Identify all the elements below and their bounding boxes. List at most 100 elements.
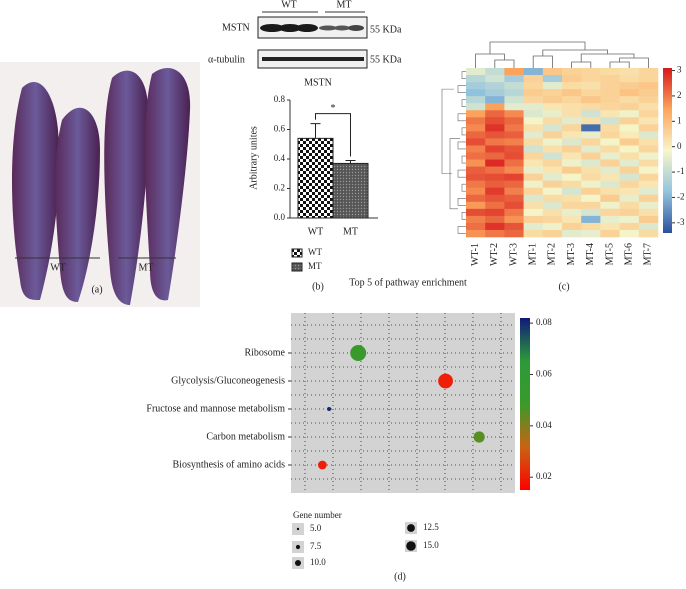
heatmap-cell (581, 138, 601, 146)
heatmap-cell (504, 152, 524, 160)
heatmap-cell (466, 82, 486, 90)
heatmap-cell (581, 152, 601, 160)
y-tick-label: Glycolysis/Gluconeogenesis (171, 375, 285, 386)
heatmap-cell (485, 201, 505, 210)
heatmap-cell (485, 96, 505, 104)
heatmap-cell (485, 173, 505, 181)
heatmap-cell (562, 124, 582, 132)
heatmap-cell (581, 68, 601, 76)
heatmap-cell (485, 215, 505, 224)
heatmap-cell (600, 222, 620, 231)
heatmap-cell (581, 194, 601, 203)
heatmap-cell (523, 215, 544, 224)
dendrogram-branch (461, 183, 466, 192)
heatmap-cell (466, 75, 486, 83)
size-legend-label: 12.5 (423, 522, 439, 532)
dendrogram-branch (457, 85, 466, 93)
heatmap-cell (562, 110, 582, 118)
heatmap-cell (638, 194, 659, 203)
heatmap-cell (638, 96, 659, 104)
heatmap-cell (619, 180, 640, 189)
heatmap-cell (485, 222, 505, 231)
heatmap-cell (600, 194, 620, 203)
bar (297, 137, 334, 219)
heatmap-cell (638, 68, 659, 76)
heatmap-cell (638, 201, 659, 210)
plot-area (291, 313, 515, 493)
heatmap-cell (485, 138, 505, 146)
heatmap-cell (600, 173, 620, 181)
heatmap-cell (466, 103, 486, 111)
heatmap-cell (542, 180, 563, 189)
heatmap-cell (581, 96, 601, 104)
heatmap-cell (619, 194, 640, 203)
heatmap-cell (619, 131, 640, 139)
heatmap-cell (485, 117, 505, 125)
heatmap-cell (523, 117, 544, 125)
heatmap-cell (638, 110, 659, 118)
heatmap-cell (523, 75, 544, 83)
heatmap-cell (504, 166, 524, 174)
heatmap-cell (562, 187, 582, 196)
bubble (438, 373, 453, 389)
heatmap-cell (581, 187, 601, 196)
colorbar (520, 318, 530, 490)
heatmap-cell (542, 96, 563, 104)
heatmap-cell (523, 222, 544, 231)
heatmap-cell (542, 166, 563, 174)
heatmap-cell (600, 68, 620, 76)
heatmap-cell (466, 208, 486, 217)
heatmap-cell (504, 117, 524, 125)
heatmap-cell (600, 124, 620, 132)
heatmap-cell (638, 229, 659, 238)
heatmap-cell (504, 82, 524, 90)
heatmap-cell (523, 145, 544, 153)
heatmap-cell (523, 152, 544, 160)
heatmap-cell (562, 75, 582, 83)
heatmap-cell (619, 138, 640, 146)
heatmap-cell (485, 208, 505, 217)
colorbar-tick-label: 0.02 (536, 471, 552, 481)
heatmap-cell (542, 215, 563, 224)
heatmap-cell (542, 124, 563, 132)
legend-label: MT (308, 261, 322, 271)
heatmap-cell (485, 131, 505, 139)
heatmap-cell (581, 215, 601, 224)
heatmap-cell (523, 173, 544, 181)
heatmap-cell (600, 138, 620, 146)
size-legend-dot (407, 524, 415, 532)
heatmap-cell (619, 103, 640, 111)
heatmap-cell (581, 159, 601, 167)
heatmap-cell (466, 68, 486, 76)
heatmap-cell (504, 173, 524, 181)
dendrogram-branch (457, 113, 466, 122)
heatmap-cell (485, 229, 505, 238)
heatmap-cell (562, 82, 582, 90)
heatmap-cell (600, 89, 620, 97)
heatmap-cell (542, 173, 563, 181)
heatmap-cell (600, 166, 620, 174)
chart-title: MSTN (304, 77, 332, 88)
heatmap-cell (562, 222, 582, 231)
heatmap-cell (600, 96, 620, 104)
heatmap-cell (504, 201, 524, 210)
size-legend-dot (295, 544, 301, 550)
heatmap-cell (600, 229, 620, 238)
heatmap-cell (581, 89, 601, 97)
heatmap-cell (638, 124, 659, 132)
heatmap-cell (485, 103, 505, 111)
heatmap-cell (542, 152, 563, 160)
heatmap-cell (542, 145, 563, 153)
heatmap-cell (619, 75, 640, 83)
heatmap-cell (619, 208, 640, 217)
heatmap-cell (523, 187, 544, 196)
photo-label: WT (50, 262, 66, 273)
legend-swatch (291, 248, 303, 258)
heatmap-cell (638, 138, 659, 146)
heatmap-cell (504, 222, 524, 231)
heatmap-cell (562, 103, 582, 111)
heatmap-cell (504, 131, 524, 139)
heatmap-cell (485, 124, 505, 132)
heatmap-cell (485, 75, 505, 83)
